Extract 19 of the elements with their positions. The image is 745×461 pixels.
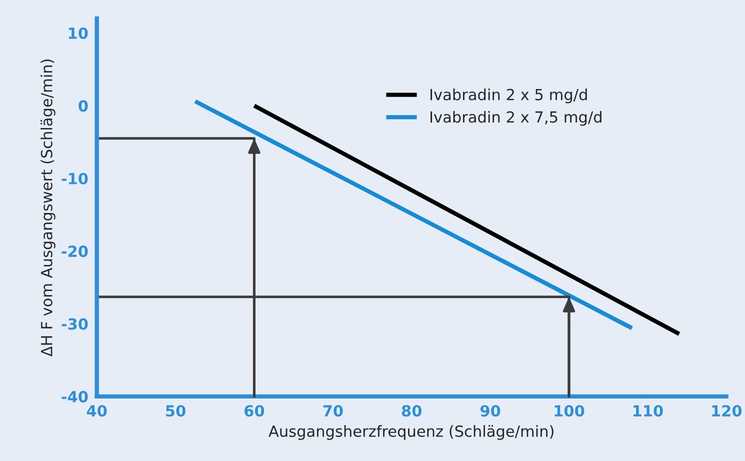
legend-label: Ivabradin 2 x 5 mg/d bbox=[430, 88, 587, 104]
y-tick-label: 0 bbox=[78, 100, 88, 112]
x-tick-label: 60 bbox=[244, 405, 264, 417]
x-tick-label: 50 bbox=[166, 405, 186, 417]
y-tick-label: -20 bbox=[62, 246, 88, 258]
y-tick-label: -10 bbox=[62, 172, 88, 184]
x-tick-label: 90 bbox=[480, 405, 500, 417]
y-axis-title: ΔH F vom Ausgangswert (Schläge/min) bbox=[40, 60, 56, 357]
y-tick-label: -30 bbox=[62, 318, 88, 330]
x-tick-label: 120 bbox=[712, 405, 742, 417]
x-tick-label: 110 bbox=[633, 405, 663, 417]
x-tick-label: 80 bbox=[402, 405, 422, 417]
x-tick-label: 100 bbox=[554, 405, 584, 417]
y-tick-label: 10 bbox=[68, 27, 88, 39]
legend-label: Ivabradin 2 x 7,5 mg/d bbox=[430, 110, 602, 126]
x-tick-label: 40 bbox=[86, 405, 107, 417]
x-tick-label: 70 bbox=[323, 405, 343, 417]
x-axis-title: Ausgangsherzfrequenz (Schläge/min) bbox=[268, 425, 554, 440]
y-tick-label: -40 bbox=[62, 390, 88, 402]
